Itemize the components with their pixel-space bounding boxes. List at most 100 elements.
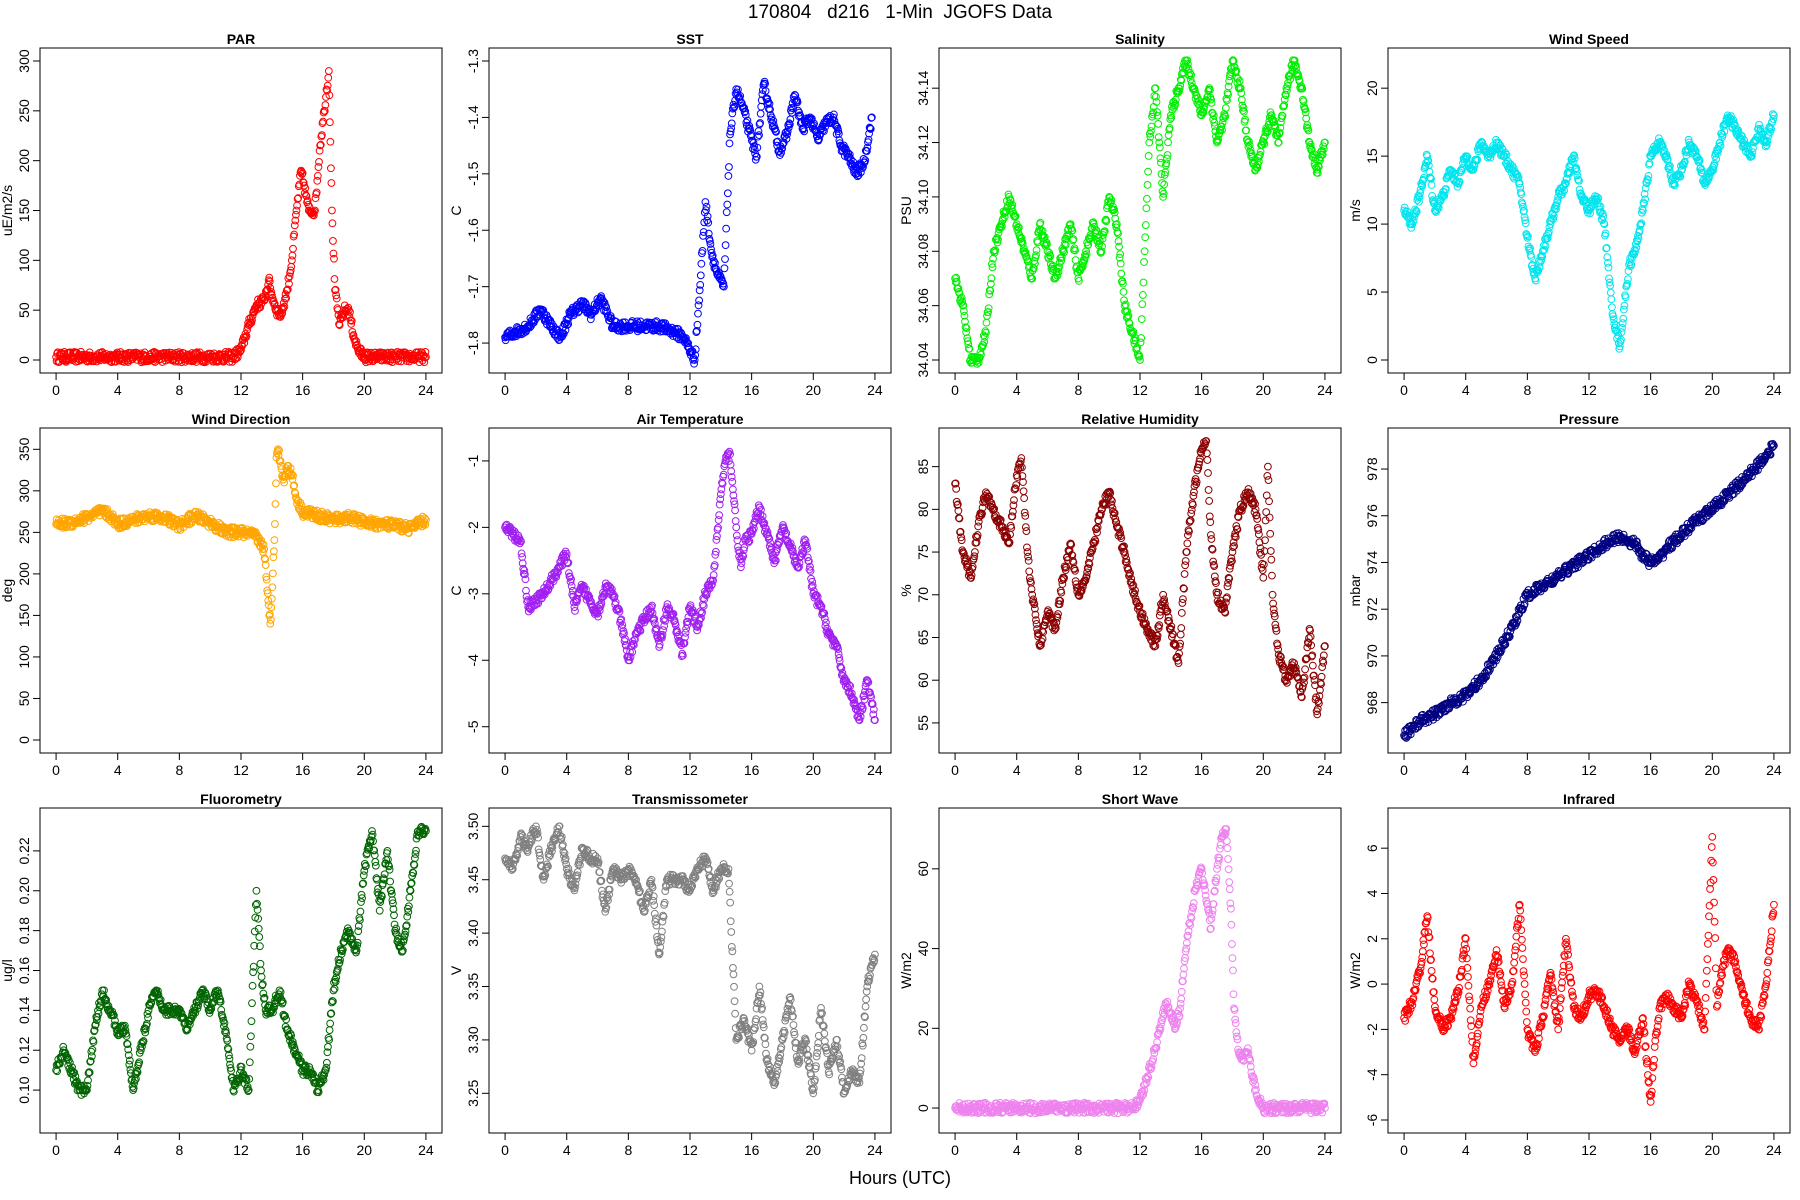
y-tick-label: 978	[1364, 457, 1380, 481]
data-point	[959, 307, 968, 316]
data-point	[330, 275, 339, 283]
data-point	[1473, 155, 1482, 164]
data-point	[959, 301, 968, 310]
x-tick-label: 0	[501, 762, 509, 778]
data-point	[574, 308, 583, 317]
data-point	[974, 358, 983, 367]
data-point	[1138, 291, 1147, 299]
data-point	[696, 271, 705, 280]
panel-title: Wind Speed	[1549, 31, 1629, 47]
data-point	[961, 323, 970, 332]
data-point	[315, 146, 324, 155]
data-point	[1427, 174, 1435, 183]
data-point	[293, 201, 301, 210]
data-point	[1141, 221, 1150, 229]
data-point	[602, 303, 611, 312]
data-point	[1606, 288, 1615, 297]
data-point	[786, 115, 795, 124]
data-point	[747, 136, 756, 145]
data-point	[248, 311, 257, 320]
data-point	[1411, 205, 1419, 214]
data-point	[1155, 138, 1164, 147]
data-point	[991, 246, 1000, 255]
data-point	[1119, 287, 1128, 296]
data-point	[318, 131, 326, 140]
data-point	[1018, 239, 1027, 248]
data-point	[957, 293, 966, 302]
x-tick-label: 24	[1317, 762, 1333, 778]
data-point	[1521, 219, 1530, 228]
data-point	[1032, 251, 1040, 259]
panel-title: Air Temperature	[636, 411, 743, 427]
plot-frame	[938, 47, 1342, 374]
x-tick-label: 24	[418, 382, 434, 398]
data-point	[1105, 194, 1114, 202]
data-point	[709, 257, 718, 265]
data-point	[1506, 163, 1515, 172]
data-point	[1291, 61, 1300, 70]
data-point	[865, 123, 874, 132]
data-point	[1318, 150, 1327, 159]
x-tick-label: 8	[624, 762, 632, 778]
x-tick-label: 8	[175, 762, 183, 778]
data-point	[1301, 105, 1310, 114]
data-point	[1209, 111, 1218, 120]
y-tick-label: 34.14	[915, 70, 931, 105]
panel-title: Salinity	[1115, 31, 1165, 47]
data-point	[1071, 246, 1079, 255]
data-point	[706, 240, 715, 248]
data-point	[1517, 190, 1526, 199]
data-point	[295, 180, 304, 189]
data-point	[867, 113, 876, 122]
data-point	[1163, 154, 1171, 163]
y-tick-label: 972	[1364, 597, 1380, 621]
data-point	[696, 280, 705, 289]
data-point	[720, 264, 729, 273]
data-point	[266, 284, 275, 292]
data-point	[281, 290, 290, 299]
data-point	[844, 149, 853, 157]
data-point	[1167, 113, 1176, 122]
y-tick-label: 0	[1364, 356, 1380, 364]
data-point	[1082, 250, 1091, 259]
panel-title: SST	[676, 31, 704, 47]
data-point	[1120, 296, 1128, 305]
data-point	[1017, 234, 1026, 243]
y-axis-label: m/s	[1347, 199, 1363, 222]
data-point	[722, 208, 731, 217]
data-point	[748, 137, 757, 146]
data-point	[1416, 185, 1425, 194]
data-point	[1426, 173, 1434, 182]
data-point	[1207, 95, 1215, 104]
data-point	[1424, 161, 1433, 170]
data-point	[866, 125, 875, 133]
y-tick-label: 85	[915, 459, 931, 475]
data-point	[280, 302, 289, 311]
x-tick-label: 4	[114, 762, 122, 778]
data-series	[1400, 439, 1778, 742]
data-point	[1102, 217, 1111, 226]
data-point	[694, 301, 703, 310]
data-point	[1110, 208, 1119, 217]
y-tick-label: 150	[16, 199, 32, 223]
data-point	[1110, 205, 1119, 214]
data-point	[268, 583, 277, 592]
data-point	[1207, 535, 1216, 543]
data-point	[684, 339, 693, 348]
x-tick-label: 0	[1400, 762, 1408, 778]
data-point	[1176, 81, 1185, 90]
data-point	[1440, 188, 1449, 197]
data-point	[346, 308, 354, 316]
x-tick-label: 16	[744, 762, 760, 778]
data-point	[311, 194, 320, 203]
data-point	[1306, 141, 1315, 149]
x-tick-label: 4	[1013, 382, 1021, 398]
data-point	[1280, 95, 1289, 104]
data-point	[963, 334, 972, 343]
data-point	[1266, 529, 1275, 538]
y-tick-label: -1	[465, 454, 481, 467]
y-tick-label: 65	[915, 629, 931, 645]
data-point	[1154, 119, 1163, 128]
y-tick-label: 150	[16, 604, 32, 628]
data-point	[845, 150, 854, 159]
